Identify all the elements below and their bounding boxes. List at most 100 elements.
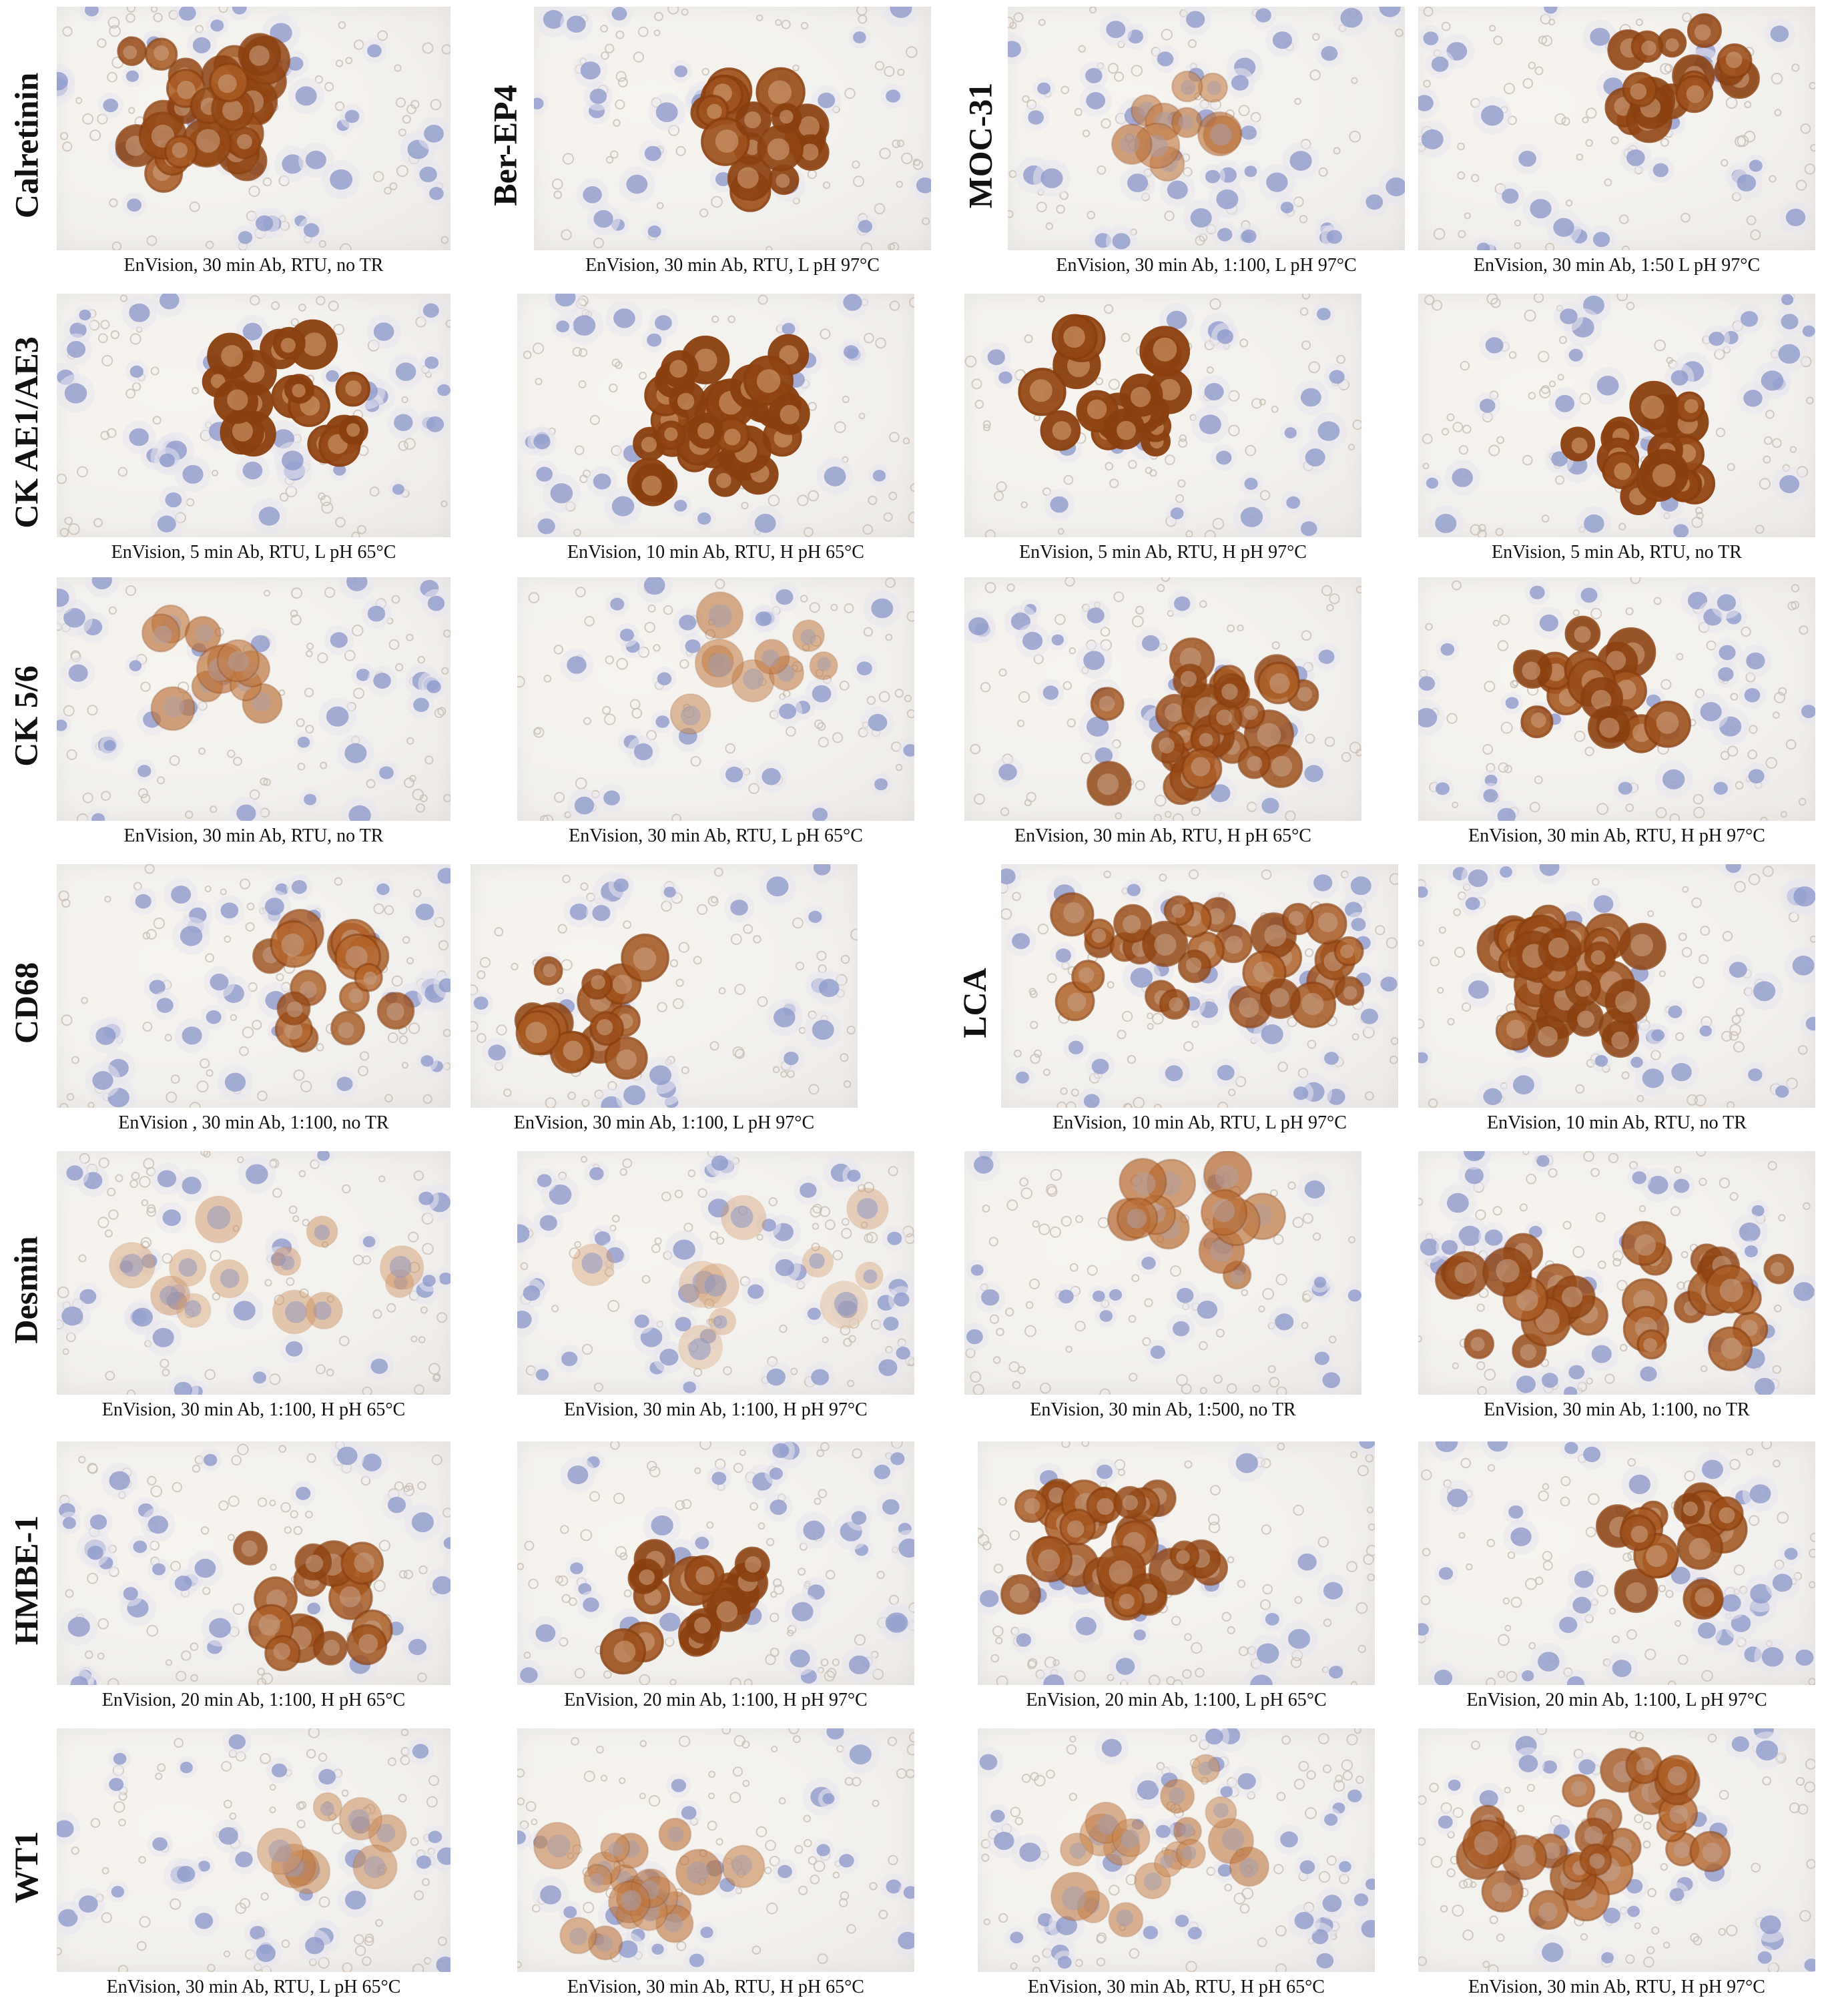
- panel-caption: EnVision, 30 min Ab, 1:50 L pH 97°C: [1473, 255, 1761, 276]
- micrograph-image: [1418, 294, 1815, 537]
- micrograph-svg: [964, 294, 1361, 537]
- row-label: CK AE1/AE3: [3, 294, 49, 571]
- row-label-text: WT1: [7, 1830, 45, 1903]
- stained-cell-cluster: [115, 33, 291, 193]
- micrograph-image: [517, 1441, 914, 1685]
- micrograph-svg: [1418, 1728, 1815, 1972]
- panel-caption: EnVision, 10 min Ab, RTU, H pH 65°C: [567, 542, 864, 563]
- panel-caption: EnVision, 30 min Ab, 1:500, no TR: [1030, 1399, 1296, 1420]
- micrograph-panel: EnVision, 30 min Ab, 1:500, no TR: [964, 1151, 1361, 1428]
- row-label-text: CK 5/6: [7, 665, 45, 767]
- panel-caption: EnVision, 30 min Ab, 1:100, L pH 97°C: [1056, 255, 1357, 276]
- stained-cell-cluster: [141, 605, 283, 731]
- stained-cell-cluster: [1050, 1754, 1269, 1938]
- micrograph-image: [1001, 864, 1398, 1108]
- row-label: Calretinin: [3, 7, 49, 284]
- row-label: WT1: [3, 1728, 49, 2005]
- micrograph-panel: EnVision, 30 min Ab, 1:100, L pH 97°C: [471, 864, 858, 1141]
- stained-cell-cluster: [1111, 70, 1243, 182]
- micrograph-image: [517, 577, 914, 821]
- figure-row: Desmin EnVision, 30 min Ab, 1:100, H pH 6…: [0, 1151, 1828, 1428]
- panel-caption: EnVision, 30 min Ab, 1:100, no TR: [1484, 1399, 1750, 1420]
- panel-caption: EnVision, 30 min Ab, RTU, H pH 65°C: [1028, 1977, 1325, 1997]
- micrograph-svg: [57, 1441, 450, 1685]
- micrograph-image: [57, 577, 450, 821]
- nuclei-layer: [1418, 579, 1815, 821]
- panel-caption: EnVision, 30 min Ab, RTU, L pH 65°C: [569, 825, 863, 846]
- micrograph-panel: EnVision , 30 min Ab, 1:100, no TR: [57, 864, 450, 1141]
- micrograph-image: [517, 294, 914, 537]
- micrograph-panel: EnVision, 10 min Ab, RTU, H pH 65°C: [517, 294, 914, 571]
- stained-cell-cluster: [533, 1817, 766, 1961]
- stained-cell-cluster: [252, 908, 415, 1053]
- micrograph-image: [964, 294, 1361, 537]
- nuclei-layer: [517, 1151, 914, 1395]
- micrograph-image: [57, 864, 450, 1108]
- row-label: HMBE-1: [3, 1441, 49, 1718]
- nuclei-layer: [57, 577, 450, 821]
- stained-cell-cluster: [1560, 380, 1715, 515]
- stained-cell-cluster: [1087, 637, 1319, 806]
- micrograph-panel: EnVision, 20 min Ab, 1:100, L pH 97°C: [1418, 1441, 1815, 1718]
- micrograph-image: [1418, 577, 1815, 821]
- panel-caption: EnVision, 30 min Ab, RTU, no TR: [123, 825, 384, 846]
- nuclei-layer: [57, 1441, 450, 1685]
- micrograph-panel: EnVision, 30 min Ab, RTU, H pH 97°C: [1418, 1728, 1815, 2005]
- stained-cell-cluster: [571, 1188, 889, 1370]
- micrograph-svg: [517, 1728, 914, 1972]
- panel-caption: EnVision, 30 min Ab, RTU, H pH 65°C: [1014, 825, 1311, 846]
- nuclei-layer: [560, 577, 914, 821]
- panel-caption: EnVision, 20 min Ab, 1:100, H pH 97°C: [564, 1690, 868, 1710]
- stained-cell-cluster: [1476, 904, 1666, 1058]
- micrograph-svg: [57, 294, 450, 537]
- micrograph-svg: [57, 7, 450, 250]
- stained-cell-cluster: [599, 1539, 770, 1675]
- nuclei-layer: [1422, 294, 1815, 537]
- panel-caption: EnVision, 30 min Ab, RTU, H pH 97°C: [1468, 825, 1765, 846]
- micrograph-panel: EnVision, 10 min Ab, RTU, no TR: [1418, 864, 1815, 1141]
- stained-cell-cluster: [1596, 1482, 1748, 1620]
- stained-cell-cluster: [669, 591, 838, 735]
- panel-caption: EnVision, 20 min Ab, 1:100, L pH 65°C: [1026, 1690, 1327, 1710]
- row-label-text: CK AE1/AE3: [7, 336, 45, 529]
- row-label-text: Desmin: [7, 1235, 45, 1344]
- micrograph-panel: EnVision, 20 min Ab, 1:100, H pH 65°C: [57, 1441, 450, 1718]
- figure-row: HMBE-1 EnVision, 20 min Ab, 1:100, H pH 6…: [0, 1441, 1828, 1718]
- micrograph-svg: [964, 577, 1361, 821]
- micrograph-image: [1418, 7, 1815, 250]
- micrograph-svg: [978, 1728, 1375, 1972]
- figure-row: CK 5/6 EnVision, 30 min Ab, RTU, no TR EnV…: [0, 577, 1828, 854]
- micrograph-panel: EnVision, 30 min Ab, RTU, H pH 65°C: [964, 577, 1361, 854]
- micrograph-svg: [57, 577, 450, 821]
- stained-cell-cluster: [1513, 615, 1691, 753]
- panel-caption: EnVision, 30 min Ab, RTU, H pH 65°C: [567, 1977, 864, 1997]
- panel-stain-label-text: Ber-EP4: [487, 84, 525, 206]
- micrograph-image: [57, 7, 450, 250]
- stained-cell-cluster: [1018, 314, 1192, 457]
- row-label-text: HMBE-1: [7, 1515, 45, 1645]
- panel-caption: EnVision, 20 min Ab, 1:100, H pH 65°C: [101, 1690, 406, 1710]
- panel-caption: EnVision, 30 min Ab, RTU, H pH 97°C: [1468, 1977, 1765, 1997]
- stained-cell-cluster: [690, 67, 830, 212]
- micrograph-panel: EnVision, 20 min Ab, 1:100, H pH 97°C: [517, 1441, 914, 1718]
- micrograph-image: [1418, 1728, 1815, 1972]
- panel-caption: EnVision, 5 min Ab, RTU, L pH 65°C: [111, 542, 396, 563]
- micrograph-svg: [1008, 7, 1405, 250]
- panel-stain-label: MOC-31: [956, 7, 1003, 284]
- micrograph-svg: [1418, 864, 1815, 1108]
- row-label: CD68: [3, 864, 49, 1141]
- micrograph-panel: EnVision, 30 min Ab, RTU, no TR: [57, 577, 450, 854]
- stained-cell-cluster: [233, 1530, 393, 1672]
- panel-caption: EnVision, 30 min Ab, 1:100, H pH 65°C: [101, 1399, 406, 1420]
- figure-row: Calretinin EnVision, 30 min Ab, RTU, no T…: [0, 7, 1828, 284]
- micrograph-image: [471, 864, 858, 1108]
- panel-caption: EnVision, 20 min Ab, 1:100, L pH 97°C: [1466, 1690, 1767, 1710]
- micrograph-panel: EnVision, 20 min Ab, 1:100, L pH 65°C: [978, 1441, 1375, 1718]
- micrograph-panel: EnVision, 30 min Ab, RTU, H pH 65°C: [978, 1728, 1375, 2005]
- stained-cell-cluster: [1435, 1221, 1795, 1371]
- rbc-layer: [57, 1151, 448, 1395]
- panel-caption: EnVision, 5 min Ab, RTU, H pH 97°C: [1019, 542, 1307, 563]
- micrograph-panel: EnVision, 30 min Ab, RTU, L pH 65°C: [517, 577, 914, 854]
- micrograph-image: [1418, 1151, 1815, 1395]
- stained-cell-cluster: [514, 933, 669, 1080]
